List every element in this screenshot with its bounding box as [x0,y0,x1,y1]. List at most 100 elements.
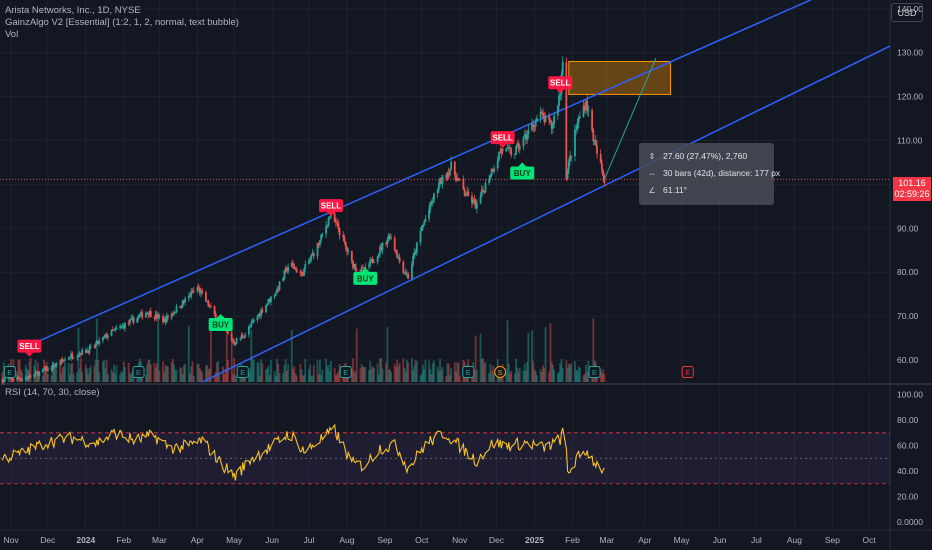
candle-body [295,268,298,273]
candle-body [241,335,244,338]
volume-bar [361,366,364,382]
candle-body [230,333,233,341]
volume-bar [311,375,314,382]
candle-body [89,346,92,348]
candle-body [157,314,160,319]
volume-bar [491,365,494,382]
volume-bar [223,373,226,382]
event-letter: S [498,368,503,377]
volume-bar [162,361,164,382]
measure-bars-row: ⇔ 30 bars (42d), distance: 177 px [647,168,780,178]
candle-body [276,288,278,293]
candle-body [337,223,340,229]
signal-pointer [25,352,34,357]
volume-bar [543,368,546,382]
candle-body [355,269,358,271]
currency-button[interactable]: USD [891,3,923,22]
volume-bar [114,373,117,382]
candle-body [309,258,312,261]
volume-bar [386,327,389,382]
candle-body [268,298,271,302]
volume-bar [282,373,285,382]
candle-body [493,168,495,172]
candle-body [4,378,6,380]
candle-body [587,110,590,112]
volume-bar [290,329,293,382]
candle-body [132,317,135,323]
volume-bar [146,364,149,382]
candle-body [59,363,61,365]
candle-body [406,273,408,275]
volume-bar [309,364,312,382]
candle-body [532,124,535,127]
candle-body [522,136,525,147]
candle-body [209,306,212,308]
candle-body [402,261,405,274]
volume-bar [292,368,294,382]
time-tick-label: May [226,535,243,545]
candle-body [180,307,183,309]
volume-bar [165,365,168,382]
rsi-label[interactable]: RSI (14, 70, 30, close) [5,387,100,398]
candle-body [205,292,207,302]
volume-bar [387,369,390,382]
volume-bar [71,362,74,382]
symbol-title[interactable]: Arista Networks, Inc., 1D, NYSE [5,5,141,16]
candle-body [414,252,417,254]
volume-bar [189,374,191,382]
volume-bar [115,365,118,382]
candle-body [516,143,519,147]
volume-bar [532,361,535,382]
indicator-label[interactable]: GainzAlgo V2 [Essential] (1:2, 1, 2, nor… [5,17,239,28]
volume-bar [398,363,401,382]
candle-body [198,288,201,294]
candle-body [270,296,272,302]
volume-label[interactable]: Vol [5,29,19,40]
candle-body [138,314,141,316]
measure-line [603,57,657,180]
measure-trendline [603,57,657,180]
volume-bar [393,363,396,382]
candle-body [328,216,331,218]
volume-bar [68,374,71,382]
volume-bar [80,358,82,382]
volume-bar [26,368,28,382]
volume-bar [390,371,392,382]
candle-body [141,312,144,318]
candle-body [491,169,494,172]
candle-body [76,356,79,358]
volume-bar [411,358,413,382]
volume-bar [376,363,379,382]
candle-body [67,358,70,360]
candle-body [472,199,475,204]
volume-bar [377,374,380,382]
volume-bar [278,373,281,382]
candle-body [446,172,449,179]
candle-body [540,111,543,114]
candle-body [148,311,151,316]
time-tick-label: Jun [265,535,279,545]
rsi-tick-label: 60.00 [897,441,919,451]
time-tick-label: Feb [116,535,131,545]
candle-body [114,328,117,330]
volume-bar [53,368,55,382]
candle-body [343,237,346,243]
volume-bar [569,365,571,382]
volume-bar [428,360,430,382]
volume-bar [325,358,327,382]
volume-bar [93,365,96,382]
candle-body [42,368,44,372]
volume-bar [505,372,508,382]
candle-body [267,298,270,304]
candle-body [72,357,75,359]
candle-body [553,115,556,125]
volume-bar [29,358,32,382]
candle-body [533,126,536,128]
volume-bar [200,370,202,382]
candle-body [475,203,478,209]
candle-body [431,201,434,203]
time-tick-label: Apr [638,535,651,545]
volume-bar [94,360,97,382]
